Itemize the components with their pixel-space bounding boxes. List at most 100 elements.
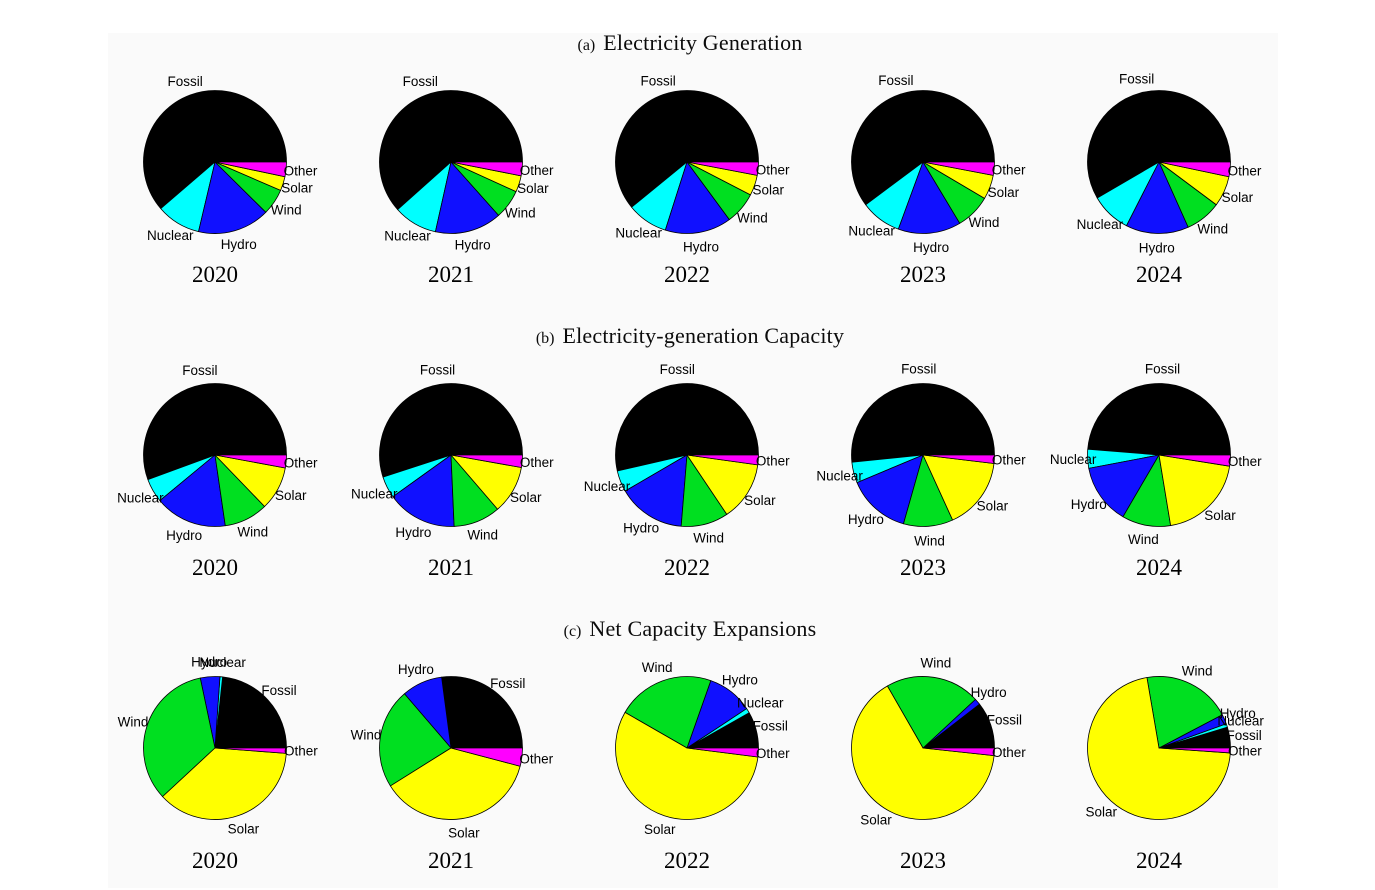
wedge-label-solar: Solar bbox=[744, 493, 776, 508]
wedge-fossil-2023 bbox=[851, 383, 995, 463]
wedge-label-other: Other bbox=[1228, 744, 1262, 759]
pie-row-a: Fossil Nuclear Hydro Wind Solar Other Fossil Nu… bbox=[97, 72, 1283, 262]
wedge-label-solar: Solar bbox=[644, 822, 676, 837]
wedge-label-fossil: Fossil bbox=[901, 362, 936, 377]
panel-a-title: (a) Electricity Generation bbox=[97, 28, 1283, 58]
wedge-label-hydro: Hydro bbox=[1220, 706, 1256, 721]
wedge-label-other: Other bbox=[519, 752, 553, 767]
wedge-label-other: Other bbox=[992, 745, 1026, 760]
year-label-2024: 2024 bbox=[1136, 262, 1182, 287]
wedge-hydro-2020 bbox=[159, 454, 226, 527]
wedge-label-fossil: Fossil bbox=[420, 363, 455, 378]
pie-row-c: Fossil Nuclear Hydro Wind Solar Other Fossil Hy… bbox=[97, 655, 1283, 848]
wedge-wind-2022 bbox=[624, 676, 712, 749]
wedge-wind-2020 bbox=[143, 677, 216, 798]
wedge-label-fossil: Fossil bbox=[182, 363, 217, 378]
pie-cell-2021: Fossil Nuclear Hydro Wind Solar Other bbox=[333, 74, 569, 262]
wedge-other-2023 bbox=[922, 454, 995, 464]
pie-chart-(b)-2020: Fossil Nuclear Hydro Wind Solar Other bbox=[117, 363, 318, 543]
wedge-label-other: Other bbox=[756, 453, 790, 468]
wedge-fossil-2021 bbox=[379, 383, 523, 478]
wedge-other-2024 bbox=[1158, 454, 1231, 467]
wedge-solar-2022 bbox=[615, 711, 759, 820]
wedge-label-nuclear: Nuclear bbox=[384, 229, 431, 244]
wedge-solar-2024 bbox=[1087, 677, 1231, 820]
pie-cell-2020: Fossil Nuclear Hydro Wind Solar Other bbox=[97, 363, 333, 555]
wedge-fossil-2024 bbox=[1087, 383, 1231, 456]
wedge-label-wind: Wind bbox=[237, 525, 268, 540]
wedge-label-hydro: Hydro bbox=[191, 655, 227, 670]
wedge-label-other: Other bbox=[284, 163, 318, 178]
pie-chart-(b)-2022: Fossil Nuclear Hydro Wind Solar Other bbox=[584, 362, 790, 546]
pie-chart-(a)-2022: Fossil Nuclear Hydro Wind Solar Other bbox=[615, 74, 790, 254]
pie-cell-2022: Fossil Nuclear Hydro Wind Solar Other bbox=[569, 362, 805, 555]
year-label-2020: 2020 bbox=[192, 848, 238, 873]
wedge-fossil-2022 bbox=[615, 383, 759, 472]
panel-b-title-text: Electricity-generation Capacity bbox=[562, 323, 845, 348]
wedge-label-solar: Solar bbox=[1222, 190, 1254, 205]
wedge-label-wind: Wind bbox=[1197, 222, 1228, 237]
pie-row-b: Fossil Nuclear Hydro Wind Solar Other Fossil Nu… bbox=[97, 362, 1283, 555]
wedge-label-solar: Solar bbox=[517, 181, 549, 196]
wedge-label-fossil: Fossil bbox=[1145, 362, 1180, 377]
year-label-2020: 2020 bbox=[192, 262, 238, 287]
wedge-label-hydro: Hydro bbox=[913, 240, 949, 255]
pie-chart-(b)-2024: Fossil Nuclear Hydro Wind Solar Other bbox=[1050, 362, 1262, 547]
pie-cell-2024: Fossil Nuclear Hydro Wind Solar Other bbox=[1041, 662, 1277, 848]
panel-a-letter: (a) bbox=[577, 37, 596, 54]
wedge-fossil-2024 bbox=[1087, 90, 1231, 199]
wedge-other-2021 bbox=[450, 161, 523, 177]
wedge-other-2023 bbox=[922, 747, 995, 757]
wedge-fossil-2020 bbox=[214, 676, 287, 749]
wedge-label-other: Other bbox=[284, 744, 318, 759]
pie-chart-(c)-2023: Fossil Hydro Wind Solar Other bbox=[851, 656, 1026, 828]
wedge-label-other: Other bbox=[756, 746, 790, 761]
year-label-2022: 2022 bbox=[664, 848, 710, 873]
pie-chart-(c)-2022: Fossil Nuclear Hydro Wind Solar Other bbox=[615, 660, 790, 837]
pie-cell-2024: Fossil Nuclear Hydro Wind Solar Other bbox=[1041, 72, 1277, 262]
wedge-label-solar: Solar bbox=[988, 185, 1020, 200]
wedge-label-hydro: Hydro bbox=[971, 685, 1007, 700]
panel-b-letter: (b) bbox=[535, 330, 555, 347]
wedge-label-wind: Wind bbox=[693, 531, 724, 546]
pie-cell-2023: Fossil Hydro Wind Solar Other bbox=[805, 656, 1041, 848]
wedge-label-hydro: Hydro bbox=[848, 512, 884, 527]
wedge-label-hydro: Hydro bbox=[395, 525, 431, 540]
pie-chart-(a)-2024: Fossil Nuclear Hydro Wind Solar Other bbox=[1077, 72, 1262, 256]
wedge-label-wind: Wind bbox=[921, 656, 952, 671]
pie-chart-(a)-2020: Fossil Nuclear Hydro Wind Solar Other bbox=[143, 74, 318, 252]
wedge-label-nuclear: Nuclear bbox=[816, 469, 863, 484]
wedge-label-nuclear: Nuclear bbox=[1050, 452, 1097, 467]
wedge-label-hydro: Hydro bbox=[722, 673, 758, 688]
wedge-wind-2023 bbox=[886, 676, 976, 749]
panel-c-title-text: Net Capacity Expansions bbox=[589, 616, 817, 641]
pie-cell-2020: Fossil Nuclear Hydro Wind Solar Other bbox=[97, 74, 333, 262]
wedge-label-other: Other bbox=[520, 163, 554, 178]
wedge-label-fossil: Fossil bbox=[1226, 728, 1261, 743]
wedge-label-fossil: Fossil bbox=[1119, 72, 1154, 87]
wedge-label-fossil: Fossil bbox=[490, 676, 525, 691]
wedge-label-wind: Wind bbox=[1128, 532, 1159, 547]
year-label-2023: 2023 bbox=[900, 555, 946, 580]
wedge-label-fossil: Fossil bbox=[987, 713, 1022, 728]
wedge-fossil-2023 bbox=[851, 90, 995, 206]
wedge-label-other: Other bbox=[520, 455, 554, 470]
wedge-label-other: Other bbox=[1228, 454, 1262, 469]
wedge-label-solar: Solar bbox=[281, 181, 313, 196]
wedge-wind-2024 bbox=[1146, 676, 1223, 749]
wedge-label-hydro: Hydro bbox=[398, 662, 434, 677]
pie-cell-2020: Fossil Nuclear Hydro Wind Solar Other bbox=[97, 655, 333, 848]
wedge-label-fossil: Fossil bbox=[167, 74, 202, 89]
wedge-label-hydro: Hydro bbox=[166, 528, 202, 543]
wedge-label-wind: Wind bbox=[737, 210, 768, 225]
wedge-label-nuclear: Nuclear bbox=[737, 696, 784, 711]
year-label-2024: 2024 bbox=[1136, 848, 1182, 873]
wedge-other-2021 bbox=[450, 454, 523, 468]
wedge-solar-2024 bbox=[1158, 454, 1231, 526]
pie-cell-2022: Fossil Nuclear Hydro Wind Solar Other bbox=[569, 74, 805, 262]
wedge-label-wind: Wind bbox=[969, 215, 1000, 230]
wedge-label-fossil: Fossil bbox=[878, 73, 913, 88]
wedge-fossil-2020 bbox=[143, 90, 287, 210]
